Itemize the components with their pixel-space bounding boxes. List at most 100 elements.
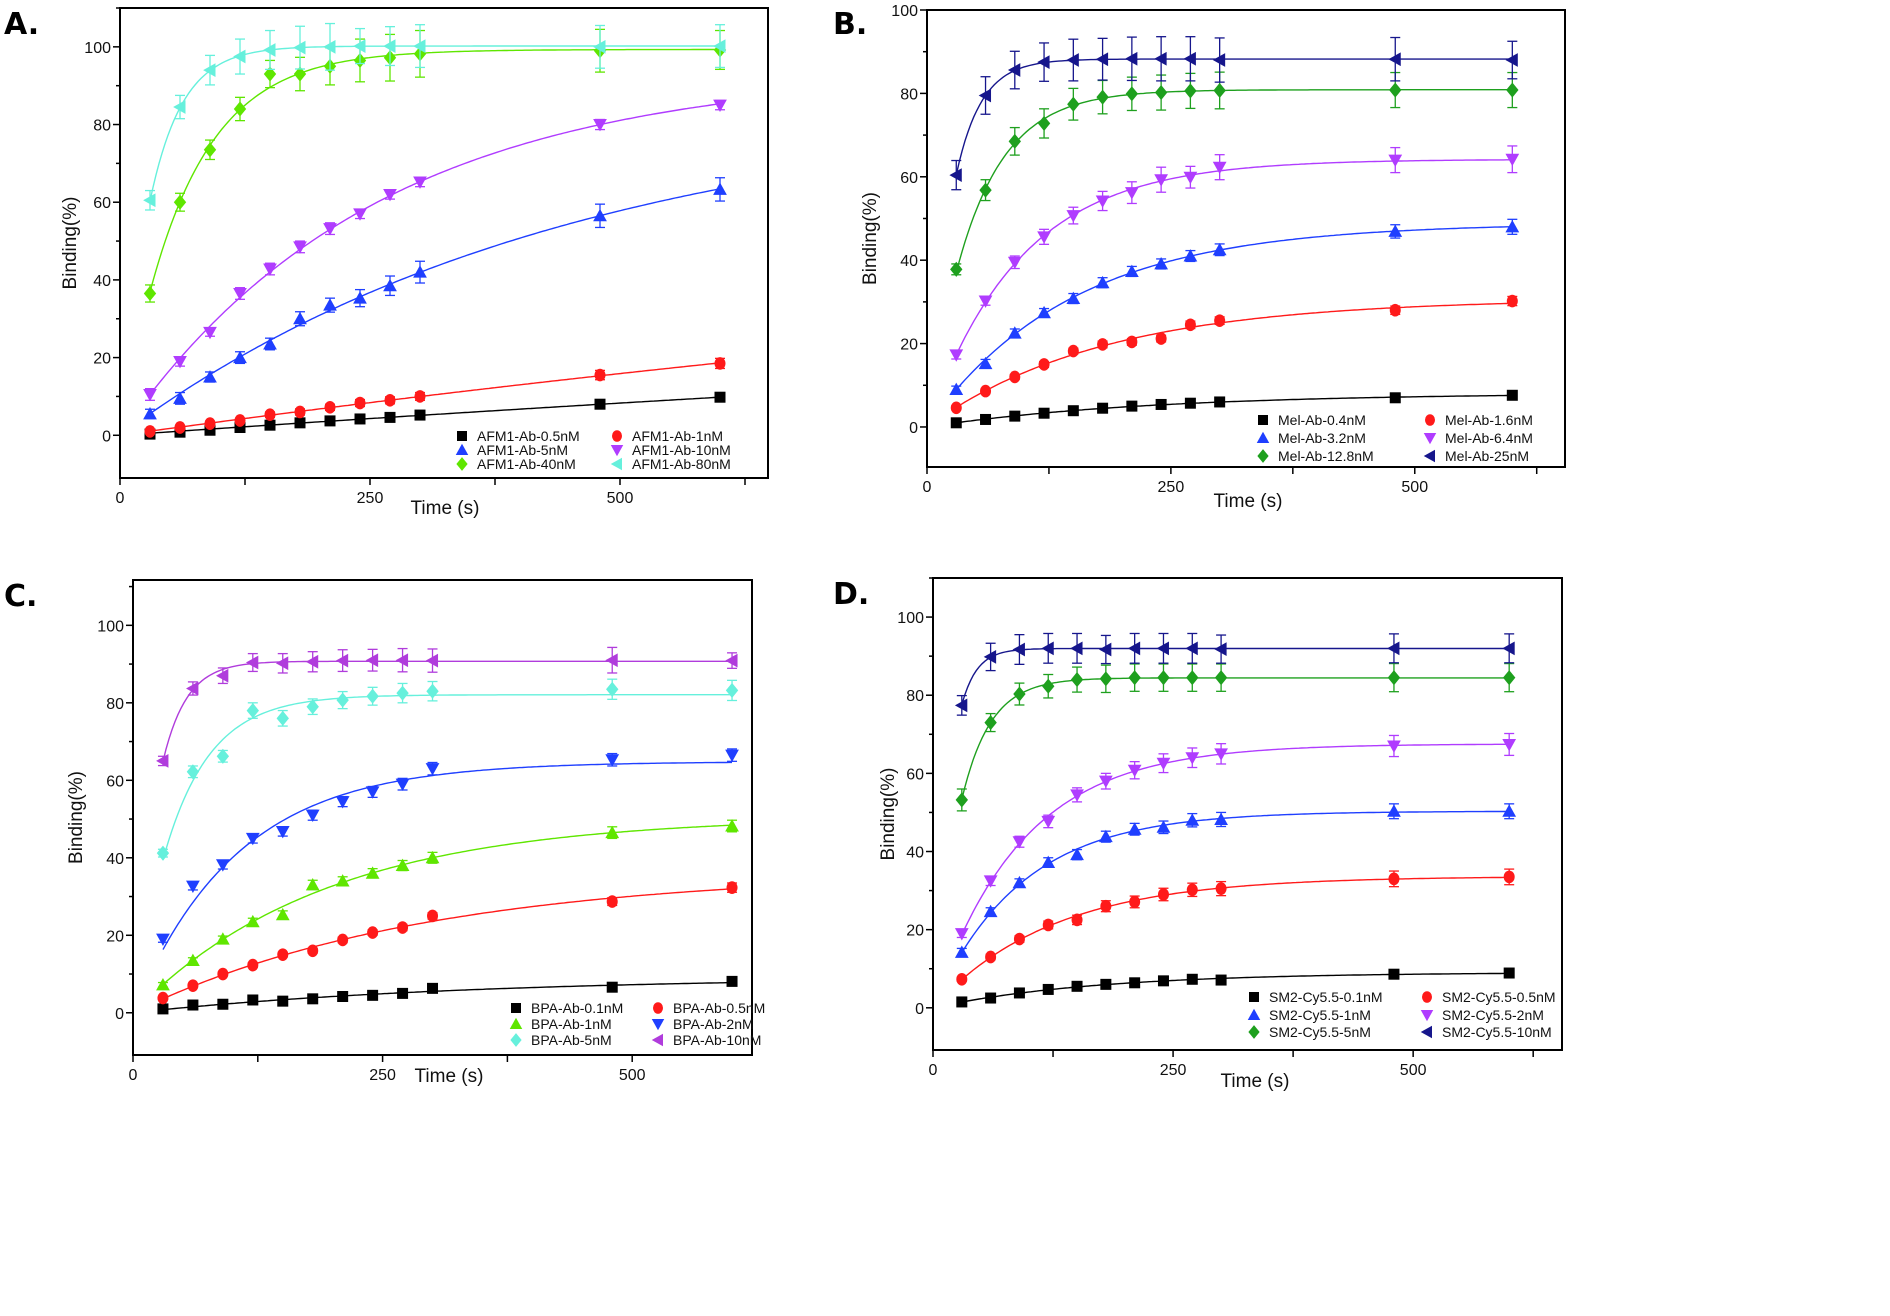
data-point: [978, 356, 993, 370]
y-tick-label: 40: [93, 273, 111, 290]
data-point: [949, 168, 962, 182]
data-point: [1505, 153, 1520, 167]
x-tick-label: 0: [929, 1062, 938, 1079]
data-point: [1041, 855, 1056, 868]
data-point: [1070, 641, 1083, 656]
data-point: [1128, 670, 1141, 686]
legend-item: SM2-Cy5.5-2nM: [1420, 1007, 1544, 1023]
data-point: [365, 653, 379, 668]
data-point: [1183, 249, 1198, 262]
fit-curve: [149, 103, 721, 395]
data-point: [1213, 82, 1226, 99]
data-point: [983, 650, 997, 664]
legend-item: SM2-Cy5.5-10nM: [1420, 1024, 1552, 1040]
data-point: [305, 654, 319, 669]
panel-b: B. 0 250 500 0 20 40 60 80 100 Time (s) Binding(%) M…: [833, 3, 1566, 512]
data-point: [1502, 670, 1516, 686]
legend-label: BPA-Ab-1nM: [531, 1016, 612, 1032]
data-point: [1157, 670, 1170, 686]
data-point: [1186, 883, 1198, 897]
data-point: [353, 208, 367, 221]
data-point: [984, 715, 997, 731]
legend-item: AFM1-Ab-10nM: [610, 442, 731, 458]
y-tick-label: 60: [900, 170, 918, 187]
legend-item: Mel-Ab-1.6nM: [1425, 412, 1533, 428]
y-tick-label: 20: [93, 351, 111, 368]
fit-curve: [955, 226, 1513, 391]
y-tick-label: 100: [84, 40, 111, 57]
data-point: [1037, 115, 1051, 131]
data-point: [1038, 358, 1050, 371]
data-point: [245, 832, 260, 846]
data-point: [306, 699, 319, 715]
legend-label: AFM1-Ab-80nM: [632, 456, 731, 472]
legend-marker: [456, 457, 468, 471]
data-point: [156, 933, 170, 947]
y-tick-label: 80: [900, 86, 918, 103]
data-point: [1066, 53, 1079, 67]
y-tick-label: 20: [906, 923, 924, 940]
legend-marker: [1420, 1010, 1434, 1022]
data-point: [1127, 641, 1141, 656]
data-point: [233, 350, 247, 364]
data-point: [233, 287, 247, 301]
data-point: [713, 182, 727, 195]
y-tick-label: 100: [891, 3, 918, 20]
legend-marker: [610, 445, 624, 457]
data-point: [593, 208, 607, 222]
data-point: [384, 411, 396, 423]
data-point: [413, 265, 427, 278]
data-point: [1185, 641, 1198, 656]
x-axis-title: Time (s): [1214, 491, 1283, 512]
data-point: [1126, 335, 1138, 349]
data-point: [1387, 641, 1400, 656]
data-point: [949, 349, 964, 362]
data-point: [1502, 641, 1515, 656]
data-point: [204, 424, 216, 436]
legend-marker: [610, 457, 622, 471]
fit-curve: [149, 188, 721, 415]
legend-label: SM2-Cy5.5-10nM: [1442, 1024, 1552, 1040]
data-point: [1125, 86, 1139, 102]
data-point: [203, 63, 216, 78]
data-point: [1215, 882, 1227, 895]
data-point: [234, 414, 246, 427]
panel-label: B.: [833, 7, 867, 42]
legend-label: AFM1-Ab-10nM: [632, 442, 731, 458]
data-point: [1071, 980, 1083, 992]
y-tick-label: 60: [106, 773, 124, 790]
data-point: [1009, 410, 1021, 422]
legend-label: BPA-Ab-0.1nM: [531, 1000, 623, 1016]
data-point: [726, 881, 738, 894]
data-point: [384, 393, 396, 407]
x-tick-label: 250: [1158, 479, 1185, 496]
legend-marker: [1248, 1025, 1260, 1039]
legend-item: SM2-Cy5.5-1nM: [1247, 1007, 1371, 1023]
y-tick-label: 0: [115, 1006, 124, 1023]
y-tick-label: 0: [909, 420, 918, 437]
y-tick-label: 0: [915, 1001, 924, 1018]
data-point: [1184, 318, 1196, 332]
panel-label: D.: [833, 577, 869, 612]
legend-marker: [653, 1002, 663, 1014]
x-tick-label: 250: [369, 1067, 396, 1084]
fit-curve: [162, 761, 732, 950]
fit-curve: [149, 48, 720, 293]
data-point: [985, 992, 997, 1004]
data-point: [714, 391, 726, 403]
data-point: [1099, 671, 1113, 687]
data-point: [247, 994, 259, 1006]
data-point: [234, 422, 246, 434]
data-point: [1388, 52, 1401, 67]
data-point: [1506, 389, 1518, 401]
data-point: [215, 859, 230, 872]
data-point: [1157, 888, 1169, 901]
plot-frame: [119, 7, 769, 479]
y-tick-label: 80: [106, 696, 124, 713]
data-point: [246, 703, 259, 719]
legend-marker: [455, 443, 469, 455]
data-point: [187, 979, 199, 992]
data-point: [606, 895, 618, 908]
data-point: [978, 88, 992, 103]
series-SM2-Cy5.5-0.5nM: [956, 868, 1515, 986]
